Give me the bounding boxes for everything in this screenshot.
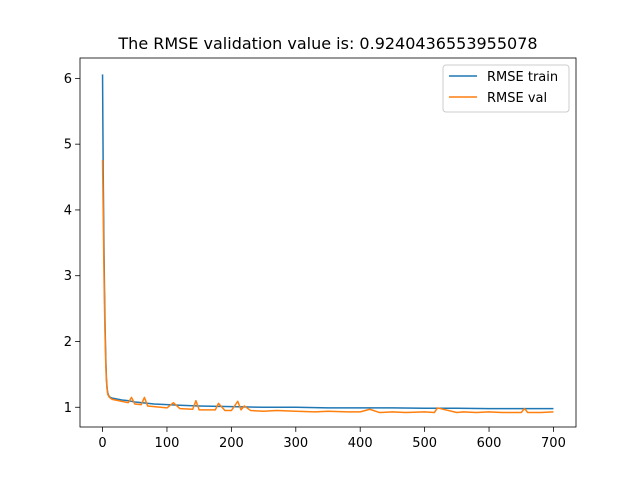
legend-label-rmse-train: RMSE train (487, 70, 558, 85)
plot-area (101, 74, 554, 414)
axes-frame (79, 57, 577, 428)
y-tick-label: 3 (64, 269, 72, 284)
series-line-rmse-val (101, 159, 554, 414)
axes: 0 100 200 300 400 500 600 700 1 2 3 4 5 6 (64, 57, 577, 451)
x-tick-label: 700 (541, 436, 566, 451)
x-tick-label: 400 (348, 436, 373, 451)
x-tick-label: 200 (219, 436, 244, 451)
legend-label-rmse-val: RMSE val (487, 91, 547, 106)
x-tick-label: 500 (412, 436, 437, 451)
y-tick-label: 1 (64, 401, 72, 416)
x-tick-label: 0 (98, 436, 106, 451)
legend: RMSE train RMSE val (442, 64, 570, 113)
x-tick-label: 600 (477, 436, 502, 451)
y-tick-label: 2 (64, 335, 72, 350)
y-tick-label: 4 (64, 203, 72, 218)
y-tick-label: 5 (64, 138, 72, 153)
chart-title: The RMSE validation value is: 0.92404365… (117, 34, 537, 53)
x-tick-label: 100 (155, 436, 180, 451)
x-tick-label: 300 (283, 436, 308, 451)
y-tick-label: 6 (64, 72, 72, 87)
